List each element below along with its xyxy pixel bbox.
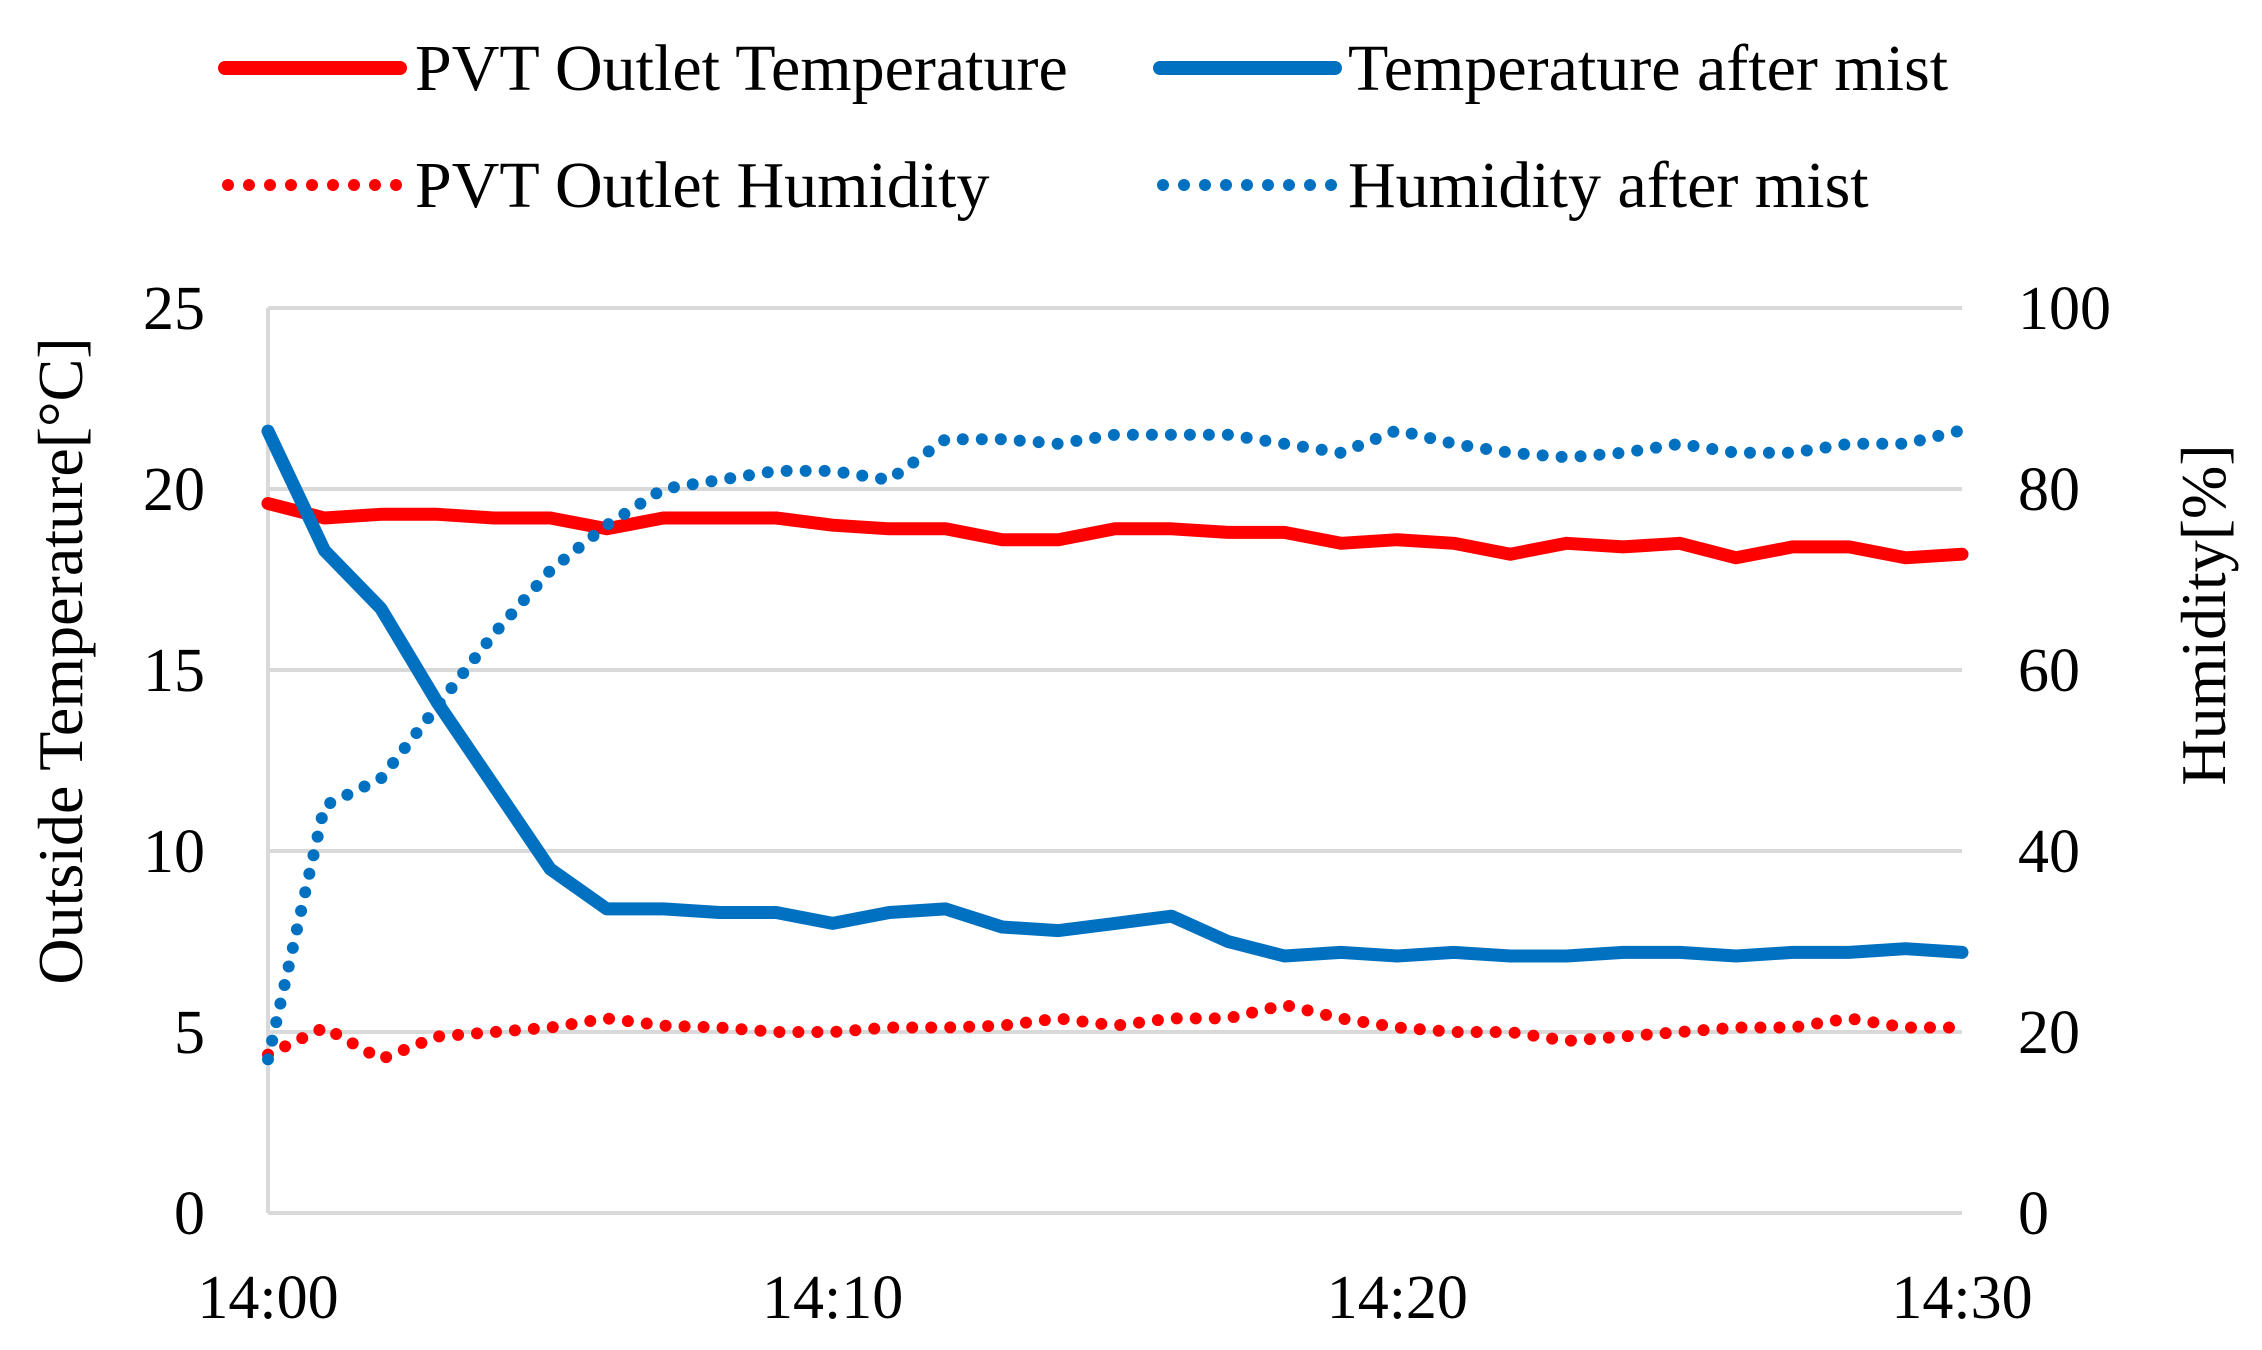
legend-label-humidity-after-mist: Humidity after mist	[1348, 149, 1869, 222]
y-right-tick-label: 60	[2018, 637, 2080, 705]
legend-entry-temperature-after-mist: Temperature after mist	[1153, 32, 1948, 105]
x-tick-label: 14:20	[1327, 1264, 1468, 1332]
series-line-temperature-after-mist	[261, 424, 1969, 963]
x-tick-label: 14:30	[1891, 1264, 2032, 1332]
y-right-tick-label: 100	[2018, 275, 2111, 343]
y-left-tick-label: 0	[174, 1180, 205, 1248]
y-right-tick-label: 0	[2018, 1180, 2049, 1248]
legend: PVT Outlet Temperature Temperature after…	[218, 32, 1948, 222]
y-left-tick-label: 5	[174, 999, 205, 1067]
y-left-tick-label: 10	[143, 818, 205, 886]
y-right-tick-label: 20	[2018, 999, 2080, 1067]
series-line-pvt-outlet-humidity	[262, 998, 1968, 1066]
legend-entry-pvt-outlet-humidity: PVT Outlet Humidity	[222, 149, 989, 222]
legend-entry-humidity-after-mist: Humidity after mist	[1157, 149, 1869, 222]
legend-label-pvt-outlet-humidity: PVT Outlet Humidity	[415, 149, 989, 222]
y-left-tick-label: 20	[143, 456, 205, 524]
y-left-tick-label: 25	[143, 275, 205, 343]
y-right-tick-label: 80	[2018, 456, 2080, 524]
series	[261, 424, 1969, 1066]
legend-entry-pvt-outlet-temperature: PVT Outlet Temperature	[218, 32, 1068, 105]
y-right-tick-label: 40	[2018, 818, 2080, 886]
legend-label-temperature-after-mist: Temperature after mist	[1348, 32, 1948, 105]
x-tick-label: 14:10	[762, 1264, 903, 1332]
series-line-humidity-after-mist	[262, 424, 1968, 1066]
tick-labels: 0 5 10 15 20 25 0 20 40 60 80 100 14:00 14:10 14:20 14:…	[143, 275, 2111, 1332]
series-line-pvt-outlet-temperature	[261, 497, 1969, 565]
legend-label-pvt-outlet-temperature: PVT Outlet Temperature	[415, 32, 1068, 105]
y-left-tick-label: 15	[143, 637, 205, 705]
y-left-axis-title: Outside Temperature[°C]	[25, 337, 96, 984]
axes	[266, 308, 1962, 1215]
y-right-axis-title: Humidity[%]	[2168, 444, 2239, 785]
x-tick-label: 14:00	[197, 1264, 338, 1332]
